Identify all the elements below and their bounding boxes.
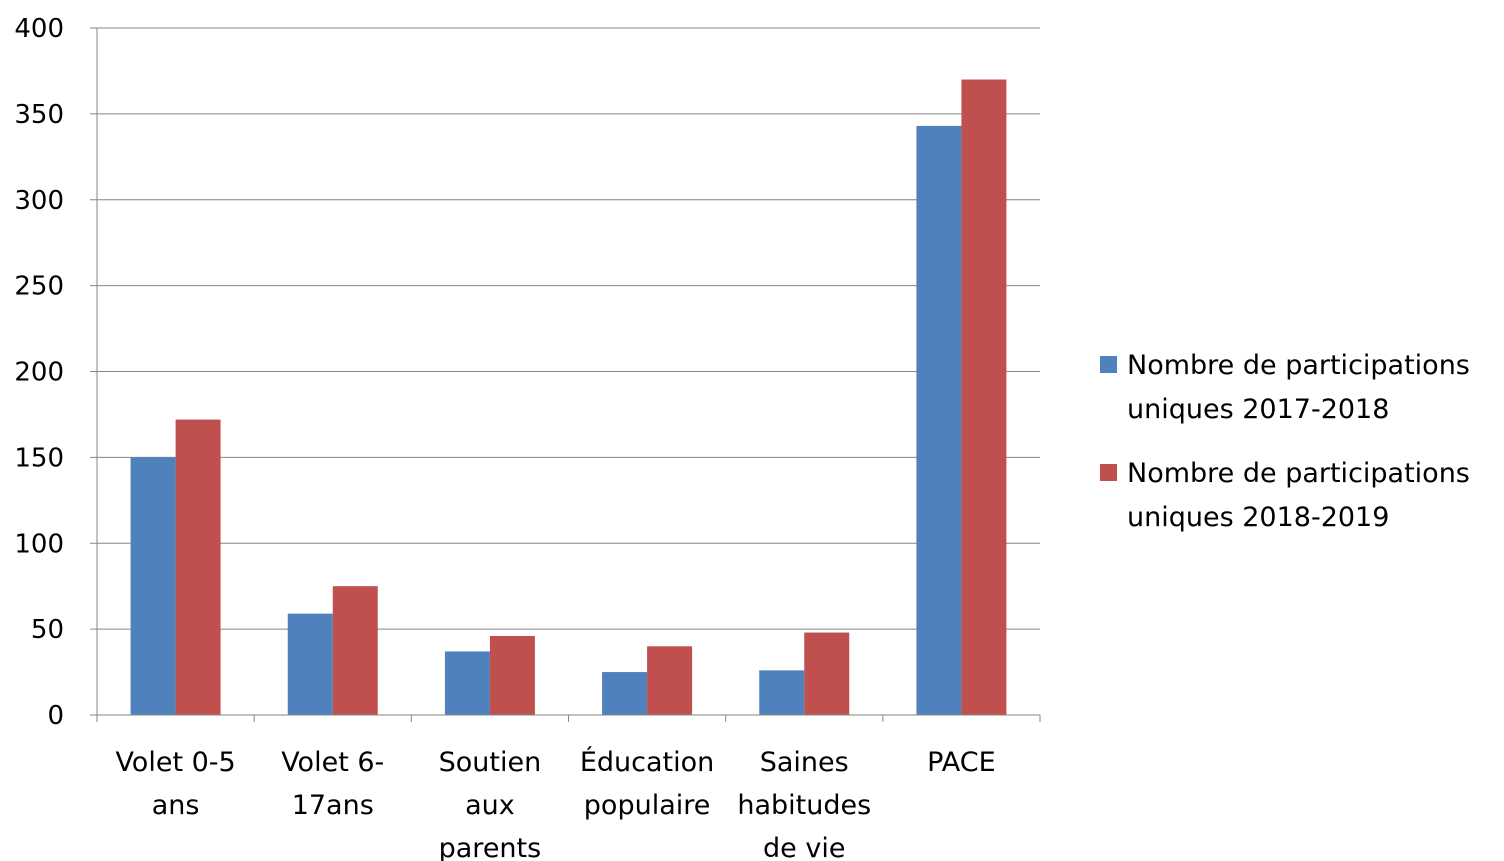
legend-entry: Nombre de participations uniques 2017-201… — [1127, 350, 1470, 425]
bar-series-2 — [176, 420, 221, 715]
x-tick-label: Volet 6- 17ans — [281, 747, 384, 821]
x-tick-label-line: Volet 6- — [281, 747, 384, 778]
bar-series-1 — [288, 614, 333, 715]
x-tick-label: Soutien aux parents — [439, 747, 542, 861]
y-tick-label: 400 — [14, 14, 64, 44]
bar-series-1 — [759, 670, 804, 715]
y-tick-label: 200 — [14, 358, 64, 388]
y-tick-label: 150 — [14, 443, 64, 473]
legend-entry-line: uniques 2018-2019 — [1127, 502, 1389, 533]
gridlines — [97, 28, 1040, 629]
axes — [97, 28, 1040, 722]
x-tick-label-line: PACE — [927, 747, 995, 778]
legend-swatch — [1100, 356, 1117, 373]
x-tick-label-line: aux — [465, 790, 515, 821]
y-tick-label: 50 — [31, 615, 64, 645]
x-tick-label-line: Volet 0-5 — [115, 747, 235, 778]
bar-series-2 — [647, 646, 692, 715]
x-tick-label: Éducation populaire — [580, 746, 714, 821]
y-axis-ticks: 0 50 100 150 200 250 300 350 400 — [14, 14, 97, 731]
bars — [131, 80, 1007, 715]
bar-series-1 — [131, 457, 176, 715]
bar-series-1 — [445, 651, 490, 715]
legend-swatch — [1100, 464, 1117, 481]
bar-series-2 — [490, 636, 535, 715]
y-tick-label: 350 — [14, 100, 64, 130]
x-tick-label-line: Éducation — [580, 746, 714, 778]
bar-series-2 — [804, 633, 849, 715]
bar-series-1 — [602, 672, 647, 715]
x-tick-label: Volet 0-5 ans — [115, 747, 235, 821]
x-tick-label-line: habitudes — [737, 790, 871, 821]
legend-entry-line: uniques 2017-2018 — [1127, 394, 1389, 425]
legend-entry-line: Nombre de participations — [1127, 350, 1470, 381]
legend: Nombre de participations uniques 2017-201… — [1100, 350, 1470, 533]
x-tick-label-line: populaire — [584, 790, 711, 821]
x-tick-label-line: 17ans — [292, 790, 374, 821]
x-axis-labels: Volet 0-5 ans Volet 6- 17ans Soutien aux paren… — [115, 746, 995, 861]
legend-entry-line: Nombre de participations — [1127, 458, 1470, 489]
x-tick-label-line: Soutien — [439, 747, 542, 778]
x-tick-label-line: parents — [439, 833, 542, 861]
x-tick-label: Saines habitudes de vie — [737, 747, 871, 861]
x-tick-label-line: de vie — [763, 833, 845, 861]
x-tick-label: PACE — [927, 747, 995, 778]
y-tick-label: 100 — [14, 529, 64, 559]
x-tick-label-line: ans — [152, 790, 200, 821]
y-tick-label: 250 — [14, 272, 64, 302]
y-tick-label: 300 — [14, 186, 64, 216]
bar-series-1 — [916, 126, 961, 715]
bar-series-2 — [333, 586, 378, 715]
bar-series-2 — [961, 80, 1006, 715]
legend-entry: Nombre de participations uniques 2018-201… — [1127, 458, 1470, 533]
y-tick-label: 0 — [47, 701, 64, 731]
x-tick-label-line: Saines — [760, 747, 849, 778]
